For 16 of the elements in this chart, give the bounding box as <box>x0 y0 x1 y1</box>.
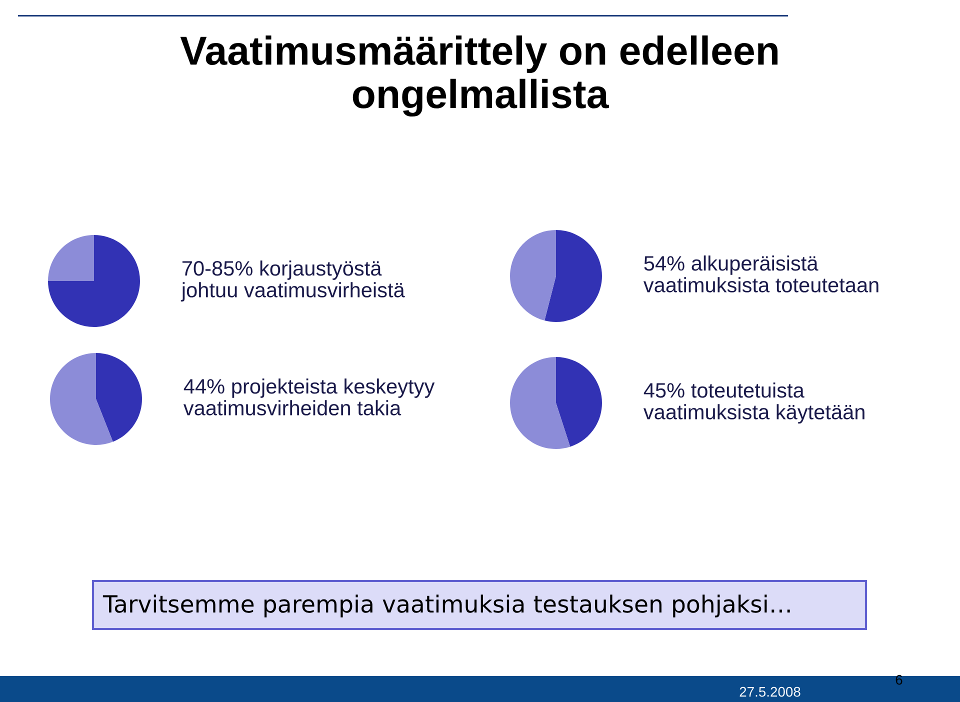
text: Vaatimusmäärittely on edelleen ongelmallista <box>180 35 778 117</box>
pie-slice <box>96 353 142 442</box>
pie-slice <box>510 230 556 321</box>
text: 44% projekteista keskeytyy vaatimusvirheiden takia <box>183 378 435 416</box>
text: 6 <box>896 674 902 685</box>
pie-slice <box>50 353 113 445</box>
pie-slice <box>510 357 570 449</box>
text: Tarvitsemme parempia vaatimuksia testauksen pohjaksi… <box>102 594 790 618</box>
pie-slice <box>48 235 140 327</box>
pie-slice <box>544 230 602 322</box>
text: 70-85% korjaustyöstä johtuu vaatimusvirheistä <box>180 260 405 302</box>
pie-slice <box>556 357 602 447</box>
text: 54% alkuperäisistä vaatimuksista toteutetaan <box>643 255 878 292</box>
pie-slice <box>48 235 94 281</box>
text: 45% toteutetuista vaatimuksista käytetään <box>643 382 864 424</box>
text: 27.5.2008 <box>740 686 800 697</box>
